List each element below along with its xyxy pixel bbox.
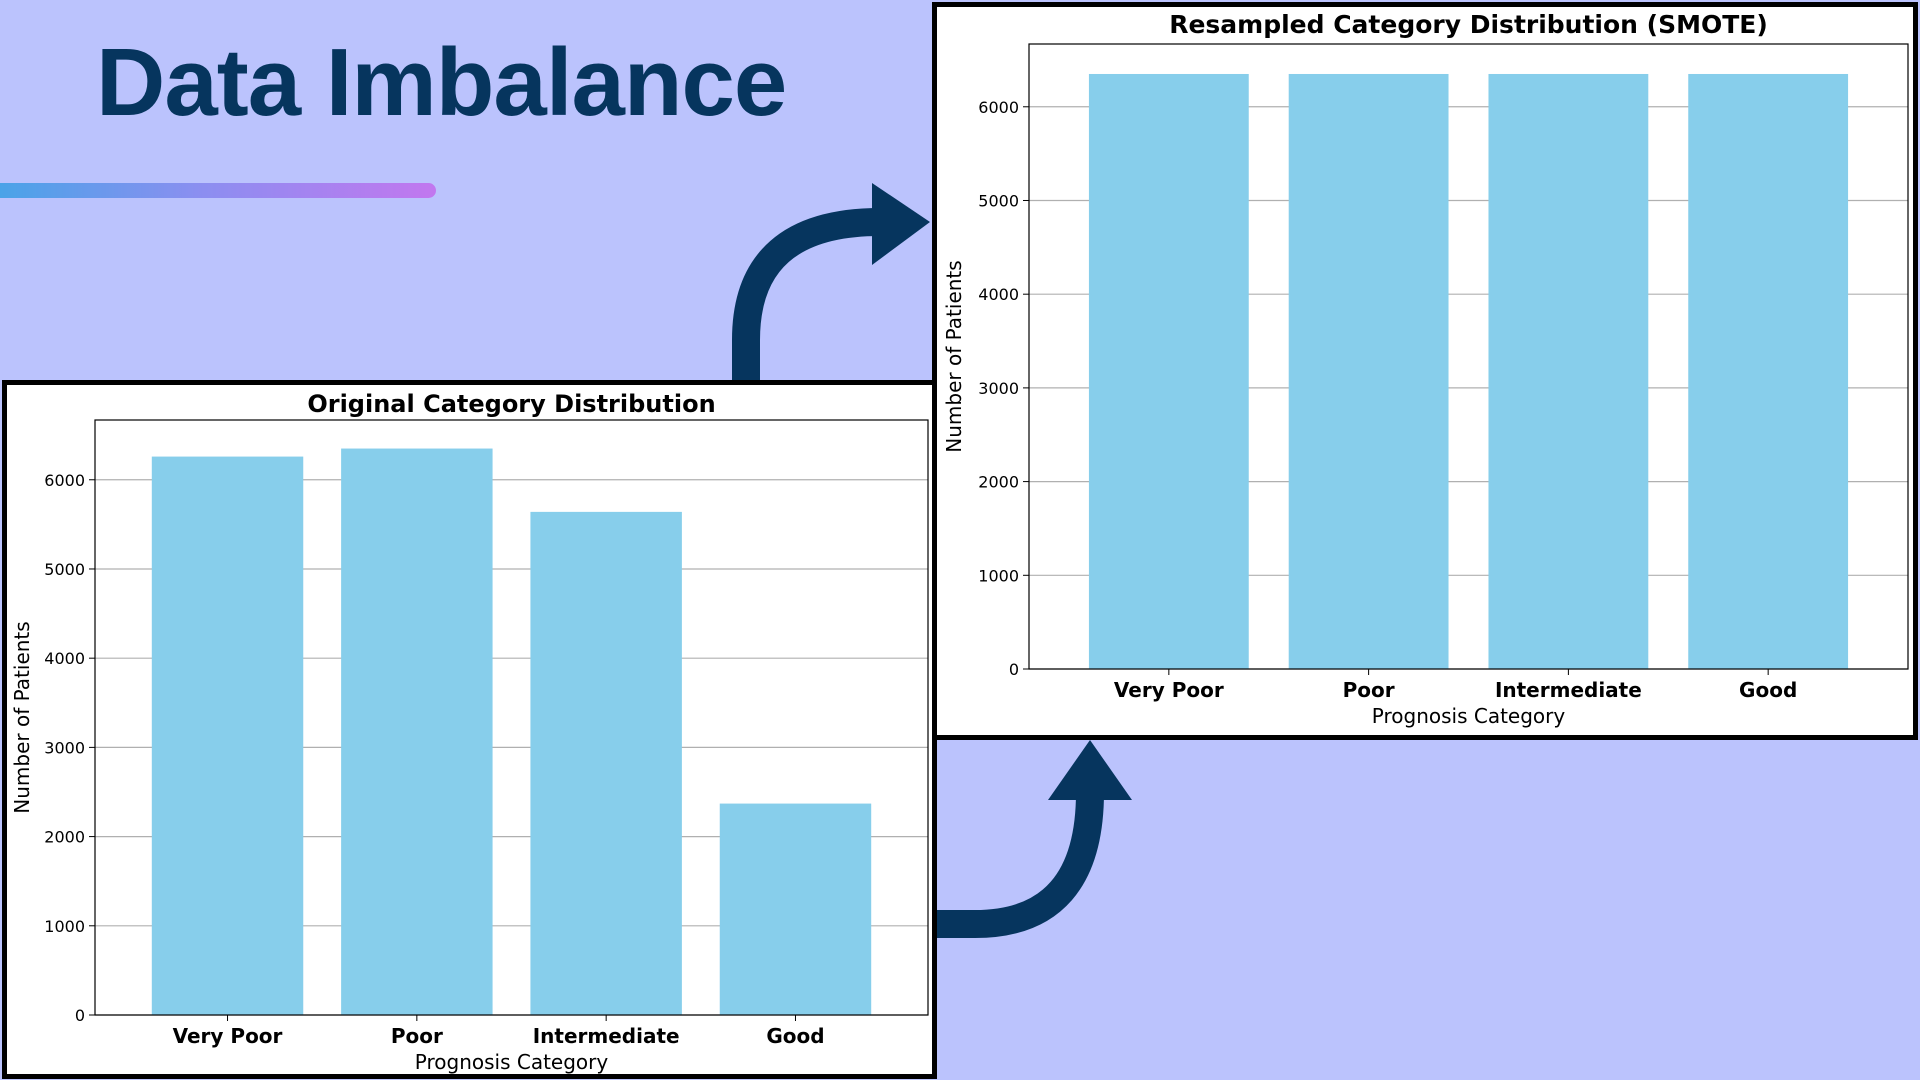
y-tick-label: 6000 xyxy=(978,98,1019,117)
resampled-distribution-plot: Resampled Category Distribution (SMOTE) 0… xyxy=(942,10,1909,728)
x-axis-label: Prognosis Category xyxy=(1372,704,1566,728)
y-tick-label: 5000 xyxy=(44,560,85,579)
plot-frame xyxy=(94,419,929,1016)
bar-intermediate xyxy=(1488,73,1649,670)
y-tick-label: 3000 xyxy=(978,379,1019,398)
x-tick-label: Good xyxy=(1739,678,1797,702)
bar-poor xyxy=(341,448,493,1015)
bar-good xyxy=(1688,73,1849,670)
y-tick-label: 1000 xyxy=(44,917,85,936)
x-tick-label: Good xyxy=(766,1024,824,1048)
y-tick-label: 1000 xyxy=(978,566,1019,585)
y-tick-label: 2000 xyxy=(44,828,85,847)
bar-intermediate xyxy=(530,511,682,1015)
y-axis-label: Number of Patients xyxy=(10,621,34,813)
slide-title: Data Imbalance xyxy=(96,29,787,136)
y-tick-label: 3000 xyxy=(44,738,85,757)
x-tick-label: Intermediate xyxy=(1495,678,1642,702)
x-axis-label: Prognosis Category xyxy=(415,1050,609,1074)
y-tick-label: 2000 xyxy=(978,473,1019,492)
y-tick-label: 4000 xyxy=(978,285,1019,304)
x-tick-label: Intermediate xyxy=(533,1024,680,1048)
bar-poor xyxy=(1288,73,1449,670)
x-tick-label: Poor xyxy=(391,1024,443,1048)
original-distribution-plot: Original Category Distribution 0 1000 2000 3… xyxy=(10,390,929,1074)
accent-bar xyxy=(0,183,436,198)
bar-very-poor xyxy=(1088,73,1249,670)
x-tick-label: Very Poor xyxy=(1114,678,1224,702)
bar-good xyxy=(719,803,872,1015)
plot-frame xyxy=(1028,43,1909,670)
y-tick-label: 0 xyxy=(75,1006,85,1025)
x-tick-label: Very Poor xyxy=(173,1024,283,1048)
bar-very-poor xyxy=(151,456,304,1015)
y-tick-label: 0 xyxy=(1009,660,1019,679)
chart-title: Original Category Distribution xyxy=(307,390,715,418)
y-tick-label: 5000 xyxy=(978,191,1019,210)
y-axis-label: Number of Patients xyxy=(942,260,966,452)
y-tick-label: 4000 xyxy=(44,649,85,668)
chart-title: Resampled Category Distribution (SMOTE) xyxy=(1169,10,1768,39)
original-distribution-chart: Original Category Distribution 0 1000 2000 3… xyxy=(2,380,937,1079)
x-tick-label: Poor xyxy=(1343,678,1395,702)
resampled-distribution-chart: Resampled Category Distribution (SMOTE) 0… xyxy=(932,2,1918,740)
y-tick-label: 6000 xyxy=(44,471,85,490)
